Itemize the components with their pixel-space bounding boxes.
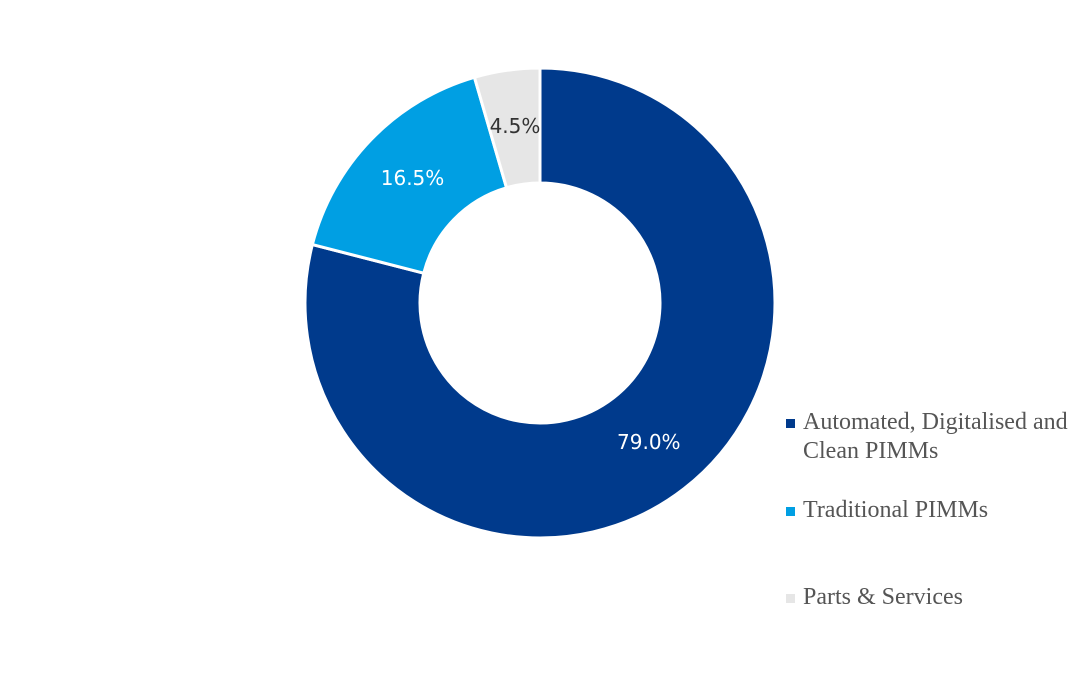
legend-label: Automated, Digitalised and Clean PIMMs: [803, 409, 1068, 464]
legend-swatch: [786, 507, 795, 516]
legend-item: Traditional PIMMs: [786, 496, 1073, 525]
legend-swatch: [786, 594, 795, 603]
slice: [310, 75, 509, 275]
value-label: 79.0%: [617, 430, 681, 454]
value-label: 16.5%: [381, 166, 445, 190]
slice: [303, 66, 777, 540]
legend-item: Parts & Services: [786, 583, 1073, 612]
value-label: 4.5%: [490, 114, 541, 138]
legend-item: Automated, Digitalised and Clean PIMMs: [786, 408, 1073, 466]
slice: [472, 66, 542, 190]
legend-label: Parts & Services: [803, 584, 963, 610]
legend-label: Traditional PIMMs: [803, 497, 989, 523]
legend-swatch: [786, 419, 795, 428]
